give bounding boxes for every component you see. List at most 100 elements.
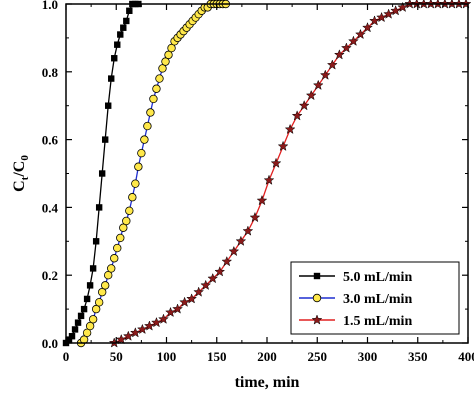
data-point — [390, 5, 402, 16]
legend-label: 5.0 mL/min — [343, 270, 412, 285]
x-tick-label: 0 — [63, 349, 70, 364]
data-point — [200, 279, 212, 290]
data-point — [126, 7, 133, 14]
data-point — [397, 1, 409, 13]
data-point — [98, 170, 106, 177]
legend: 5.0 mL/min 3.0 mL/min 1.5 mL/min — [290, 261, 460, 335]
data-point — [249, 211, 261, 223]
data-point — [277, 140, 289, 152]
data-point — [152, 84, 161, 93]
data-point — [340, 42, 352, 53]
legend-entries: 5.0 mL/min 3.0 mL/min 1.5 mL/min — [299, 270, 412, 329]
data-point — [83, 295, 91, 303]
data-point — [74, 319, 82, 326]
data-point — [319, 69, 331, 80]
y-axis-label-sub2: 0 — [19, 155, 31, 161]
x-tick-label: 300 — [358, 349, 378, 364]
x-tick-label: 150 — [207, 349, 227, 364]
data-point — [128, 193, 137, 202]
data-point — [94, 298, 104, 307]
data-point — [143, 320, 155, 331]
y-tick-label: 1.0 — [42, 0, 58, 12]
legend-label: 3.0 mL/min — [343, 292, 412, 307]
data-point — [179, 296, 191, 307]
data-point — [284, 123, 296, 135]
data-point — [137, 148, 146, 158]
data-point — [207, 272, 219, 284]
data-point — [111, 55, 118, 62]
data-point — [165, 306, 176, 318]
data-point — [291, 110, 303, 121]
data-point — [326, 59, 338, 70]
data-point — [235, 235, 247, 246]
data-point — [186, 293, 198, 304]
data-point — [107, 264, 116, 273]
data-point — [80, 305, 88, 313]
data-point — [140, 135, 149, 144]
legend-entry: 5.0 mL/min — [299, 270, 412, 285]
data-point — [100, 281, 110, 290]
data-point — [136, 323, 148, 335]
data-point — [214, 266, 226, 277]
y-axis-label: Ct/C0 — [11, 155, 31, 192]
data-point — [91, 304, 101, 314]
data-point — [116, 233, 125, 243]
data-point — [122, 330, 134, 341]
data-point — [161, 57, 170, 66]
data-point — [95, 204, 103, 211]
x-tick-label: 400 — [458, 349, 474, 364]
y-axis-label-sub1: t — [19, 176, 31, 180]
data-point — [383, 8, 395, 19]
data-point — [270, 157, 282, 168]
data-point — [129, 327, 141, 338]
data-point — [143, 121, 152, 131]
data-point — [65, 336, 73, 343]
data-point — [89, 265, 97, 272]
data-point — [167, 43, 176, 53]
x-tick-label: 200 — [257, 349, 277, 364]
x-axis-label: time, min — [235, 374, 300, 391]
data-point — [110, 254, 119, 263]
data-point — [68, 333, 76, 340]
data-point — [120, 24, 127, 31]
data-point — [263, 174, 275, 185]
data-point — [125, 206, 134, 215]
data-point — [149, 94, 158, 104]
data-point — [113, 243, 122, 253]
data-point — [362, 22, 373, 33]
data-point — [146, 108, 155, 117]
data-point — [92, 238, 100, 245]
data-point — [86, 282, 94, 289]
data-point — [104, 271, 113, 280]
data-point — [88, 315, 98, 324]
y-tick-label: 0.2 — [42, 268, 58, 283]
data-point — [101, 136, 109, 143]
legend-label: 1.5 mL/min — [343, 314, 412, 329]
data-point — [108, 75, 115, 82]
data-point — [77, 312, 85, 320]
data-point — [228, 245, 240, 257]
data-point — [256, 194, 268, 206]
data-point — [155, 74, 164, 83]
data-point — [369, 15, 380, 26]
legend-marker — [311, 314, 323, 325]
data-point — [172, 303, 183, 314]
data-point — [85, 321, 95, 331]
data-point — [122, 216, 131, 226]
data-point — [115, 333, 127, 345]
ticks-layer: 0 50 100 150 200 250 300 350 400 0.0 0.2 0.4 0.6 0.8 1… — [42, 0, 474, 364]
data-point — [312, 79, 324, 90]
data-point — [242, 225, 254, 236]
x-tick-label: 250 — [308, 349, 328, 364]
data-point — [117, 31, 124, 38]
data-point — [158, 313, 169, 324]
y-tick-label: 0.0 — [42, 336, 58, 351]
data-point — [376, 11, 388, 23]
legend-marker — [313, 272, 321, 280]
data-point — [305, 89, 317, 101]
data-point — [355, 28, 366, 40]
data-point — [71, 326, 79, 333]
legend-marker — [312, 293, 322, 303]
y-tick-label: 0.4 — [42, 200, 59, 215]
data-point — [123, 17, 130, 25]
